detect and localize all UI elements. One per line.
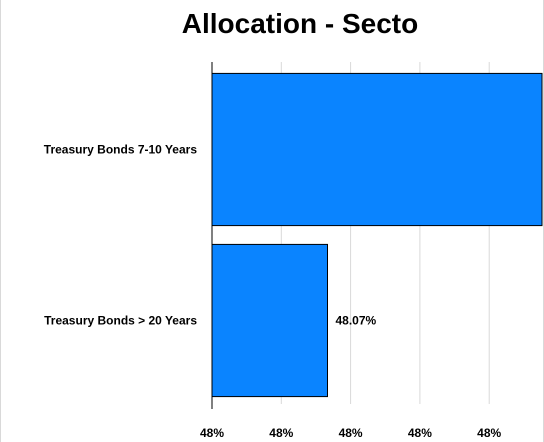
bar	[211, 72, 543, 227]
category-label: Treasury Bonds 7-10 Years	[44, 143, 198, 157]
x-tick-label: 48%	[408, 426, 432, 440]
category-label: Treasury Bonds > 20 Years	[44, 314, 197, 328]
x-tick-label: 48%	[339, 426, 363, 440]
x-tick-label: 48%	[477, 426, 501, 440]
data-label: 48.07%	[336, 314, 377, 328]
x-tick-label: 48%	[269, 426, 293, 440]
chart-title: Allocation - Secto	[181, 8, 419, 39]
x-tick-label: 48%	[200, 426, 224, 440]
bar	[211, 243, 328, 398]
